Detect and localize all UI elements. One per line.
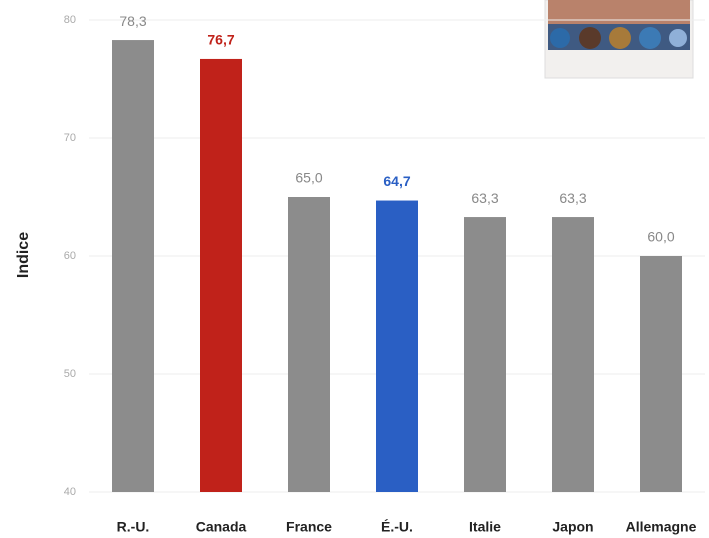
y-tick-label: 50: [64, 368, 76, 380]
value-label: 65,0: [295, 170, 322, 186]
thumbnail-image: [544, 0, 694, 79]
x-tick-label: Japon: [552, 519, 593, 535]
value-label: 63,3: [559, 190, 586, 206]
x-tick-label: É.-U.: [381, 519, 413, 535]
x-tick-label: Allemagne: [626, 519, 697, 535]
x-tick-label: France: [286, 519, 332, 535]
bar: [376, 200, 418, 493]
value-label: 63,3: [471, 190, 498, 206]
x-tick-label: Italie: [469, 519, 501, 535]
value-label: 76,7: [207, 32, 234, 48]
value-label: 60,0: [647, 229, 674, 245]
bar: [464, 217, 506, 492]
y-axis-label: Indice: [15, 232, 32, 278]
bar: [288, 197, 330, 492]
x-tick-label: R.-U.: [117, 519, 150, 535]
y-tick-label: 80: [64, 14, 76, 26]
bar: [552, 217, 594, 492]
value-label: 78,3: [119, 13, 146, 29]
bar: [200, 58, 242, 492]
y-tick-label: 40: [64, 486, 76, 498]
bar: [640, 256, 682, 492]
x-tick-label: Canada: [196, 519, 247, 535]
bar: [112, 40, 154, 493]
y-tick-label: 70: [64, 132, 76, 144]
value-label: 64,7: [383, 173, 410, 189]
y-tick-label: 60: [64, 250, 76, 262]
